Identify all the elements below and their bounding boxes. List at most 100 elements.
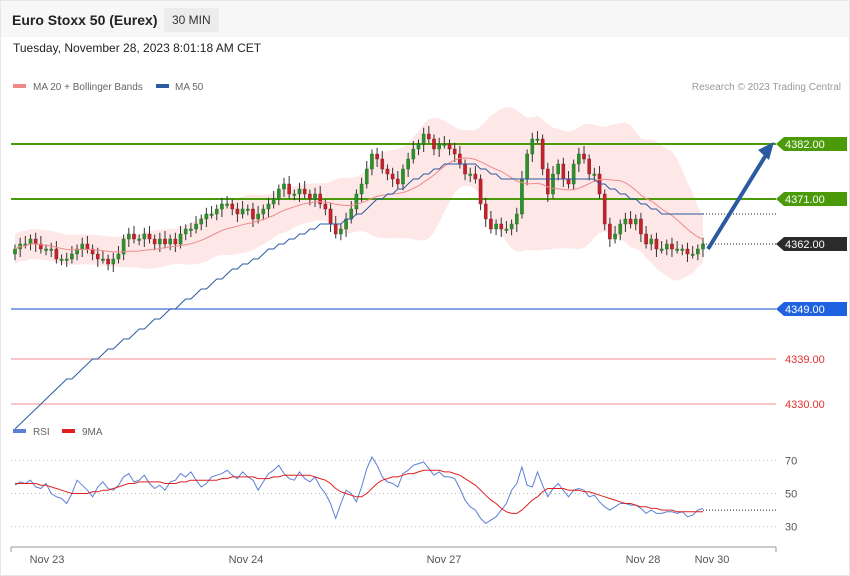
candle xyxy=(245,204,250,216)
candle xyxy=(370,149,374,176)
candle-body xyxy=(525,153,529,180)
candle xyxy=(685,242,690,262)
candle-body xyxy=(587,158,591,175)
candle xyxy=(571,159,576,191)
candle-body xyxy=(375,153,379,160)
candle-body xyxy=(111,258,116,265)
candle xyxy=(442,136,447,149)
candle-body xyxy=(158,238,162,245)
projection-arrow-head xyxy=(758,142,774,160)
candle-body xyxy=(690,253,695,256)
candle-body xyxy=(121,238,126,255)
candle-body xyxy=(566,178,571,185)
candle xyxy=(194,216,198,234)
candle xyxy=(90,244,95,261)
candle-body xyxy=(406,158,410,170)
candle xyxy=(473,166,478,184)
candle xyxy=(452,142,457,162)
candlesticks xyxy=(13,126,705,272)
candle-body xyxy=(302,188,307,195)
candle xyxy=(359,177,364,202)
candle-body xyxy=(385,168,390,175)
candle-body xyxy=(106,258,110,265)
candle-body xyxy=(54,248,59,260)
candle-body xyxy=(623,218,628,225)
ma20-line xyxy=(14,157,704,253)
legend-swatch-9ma xyxy=(62,429,75,433)
candle xyxy=(556,159,560,181)
candle-body xyxy=(644,233,648,245)
candle xyxy=(75,244,79,261)
candle xyxy=(618,219,623,241)
candle-body xyxy=(577,153,581,165)
candle xyxy=(577,147,581,172)
candle xyxy=(664,239,669,256)
candle xyxy=(628,211,633,229)
candle xyxy=(163,231,167,249)
candle-body xyxy=(520,178,524,215)
level-tag-0 xyxy=(776,137,847,151)
candle-body xyxy=(70,253,74,260)
candle xyxy=(214,204,219,221)
candle xyxy=(220,197,224,217)
candle-body xyxy=(675,248,679,251)
rsi-legend: RSI 9MA xyxy=(13,427,103,438)
candle-body xyxy=(685,248,690,255)
candle-body xyxy=(556,163,560,175)
candle xyxy=(602,189,607,231)
candle-body xyxy=(308,193,312,200)
candle-body xyxy=(364,168,369,185)
candle xyxy=(468,167,473,182)
candle-body xyxy=(442,143,447,146)
candle xyxy=(390,167,395,187)
candle-body xyxy=(173,238,178,245)
candle-body xyxy=(95,253,100,260)
candle xyxy=(587,154,591,181)
x-tick-label: Nov 27 xyxy=(427,554,462,566)
candle xyxy=(514,207,519,232)
candle-body xyxy=(494,223,498,230)
candle-body xyxy=(178,233,183,245)
candle xyxy=(696,244,700,261)
candle-body xyxy=(618,223,623,235)
candle-body xyxy=(452,148,457,155)
candle-body xyxy=(504,228,509,231)
candle-body xyxy=(80,243,85,250)
candle xyxy=(235,202,240,222)
candle xyxy=(209,206,214,219)
candle xyxy=(437,137,441,157)
interval-badge[interactable]: 30 MIN xyxy=(164,8,219,32)
candle xyxy=(64,252,69,267)
ma50-line xyxy=(14,163,703,430)
candle-body xyxy=(256,213,260,220)
candle xyxy=(261,204,266,221)
candle-body xyxy=(427,133,431,140)
candle-body xyxy=(421,133,426,145)
candle xyxy=(546,162,550,202)
candle-body xyxy=(245,208,250,211)
level-label-4: 4330.00 xyxy=(785,399,825,411)
candle-body xyxy=(33,238,38,245)
candle-body xyxy=(142,233,147,240)
candle-body xyxy=(499,223,504,230)
candle-body xyxy=(168,238,172,245)
candle-body xyxy=(271,198,276,205)
candle xyxy=(364,161,369,189)
candle xyxy=(354,189,359,216)
candle xyxy=(302,181,307,199)
candle xyxy=(659,241,664,254)
candle-body xyxy=(137,238,141,241)
candle xyxy=(127,227,131,247)
candle-body xyxy=(468,173,473,176)
candle-body xyxy=(354,193,359,210)
candle xyxy=(551,166,555,199)
legend-label-9ma: 9MA xyxy=(82,427,103,438)
legend-label-ma20: MA 20 + Bollinger Bands xyxy=(33,82,143,93)
current-price-tag xyxy=(776,237,847,251)
candle-body xyxy=(592,173,597,176)
candle xyxy=(44,244,48,256)
candle xyxy=(401,164,405,191)
candle xyxy=(116,246,121,264)
candle-body xyxy=(489,218,493,230)
x-axis: Nov 23 Nov 24 Nov 27 Nov 28 Nov 30 xyxy=(10,546,777,566)
